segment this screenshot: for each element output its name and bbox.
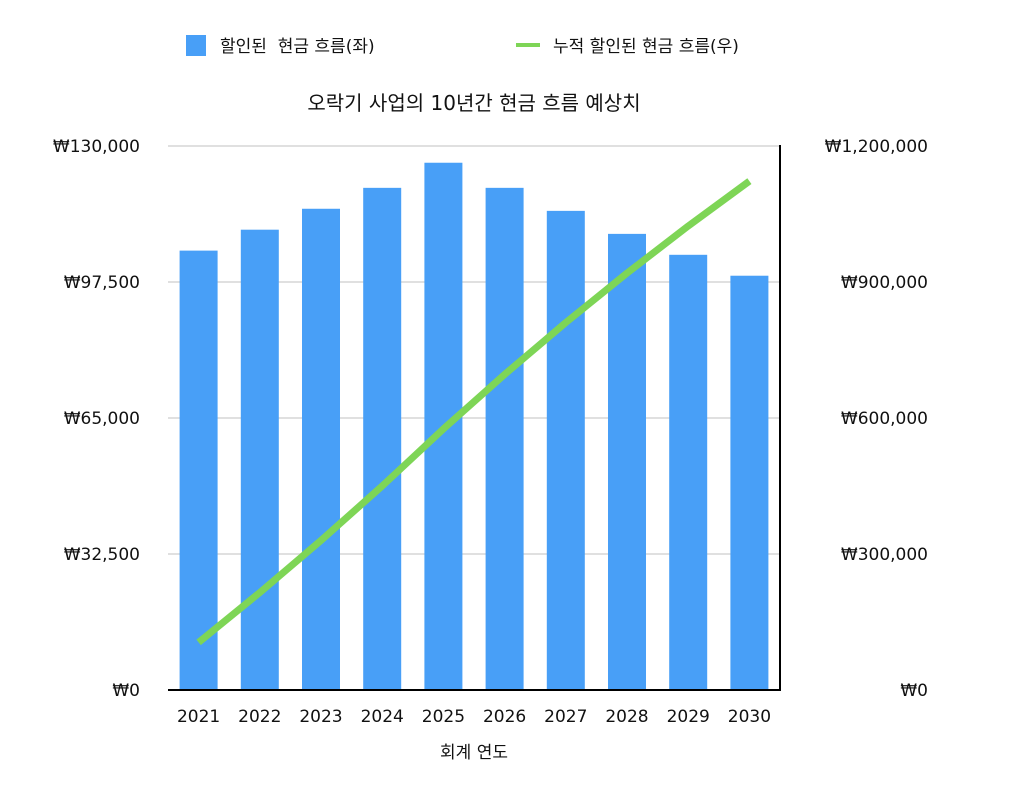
legend-label-bar: 할인된 현금 흐름(좌) [220, 37, 375, 57]
cumulative-line [196, 178, 752, 646]
right-tick-label: ₩1,200,000 [825, 137, 928, 157]
legend-swatch-bar [186, 35, 206, 56]
x-axis-ticks: 2021 2022 2023 2024 2025 2026 2027 2028 2029 2030 [177, 707, 771, 727]
legend: 할인된 현금 흐름(좌) 누적 할인된 현금 흐름(우) [186, 35, 739, 57]
x-tick-label: 2024 [361, 707, 404, 727]
bar-2026 [485, 187, 524, 690]
x-tick-label: 2028 [605, 707, 648, 727]
left-tick-label: ₩130,000 [53, 137, 140, 157]
left-tick-label: ₩0 [112, 681, 140, 701]
x-tick-label: 2025 [422, 707, 465, 727]
right-tick-label: ₩900,000 [841, 273, 928, 293]
left-axis-ticks: ₩0 ₩32,500 ₩65,000 ₩97,500 ₩130,000 [53, 137, 140, 701]
left-tick-label: ₩65,000 [64, 409, 140, 429]
bar-2023 [302, 208, 340, 690]
bar-2021 [179, 250, 218, 690]
bar-2027 [546, 210, 585, 690]
bars [179, 162, 769, 691]
legend-label-line: 누적 할인된 현금 흐름(우) [553, 37, 739, 57]
bar-2030 [730, 275, 769, 690]
x-axis-label: 회계 연도 [440, 743, 508, 763]
x-tick-label: 2022 [238, 707, 281, 727]
bar-2024 [363, 187, 402, 690]
right-tick-label: ₩600,000 [841, 409, 928, 429]
bar-2022 [240, 229, 279, 690]
x-tick-label: 2026 [483, 707, 526, 727]
right-tick-label: ₩0 [900, 681, 928, 701]
chart-title: 오락기 사업의 10년간 현금 흐름 예상치 [307, 91, 640, 115]
x-tick-label: 2023 [299, 707, 342, 727]
bar-2028 [608, 233, 646, 690]
x-tick-label: 2027 [544, 707, 587, 727]
right-tick-label: ₩300,000 [841, 545, 928, 565]
x-tick-label: 2021 [177, 707, 220, 727]
x-tick-label: 2029 [667, 707, 710, 727]
left-tick-label: ₩97,500 [64, 273, 140, 293]
right-axis-ticks: ₩0 ₩300,000 ₩600,000 ₩900,000 ₩1,200,000 [825, 137, 928, 701]
x-tick-label: 2030 [728, 707, 771, 727]
bar-2029 [669, 254, 708, 691]
left-tick-label: ₩32,500 [64, 545, 140, 565]
